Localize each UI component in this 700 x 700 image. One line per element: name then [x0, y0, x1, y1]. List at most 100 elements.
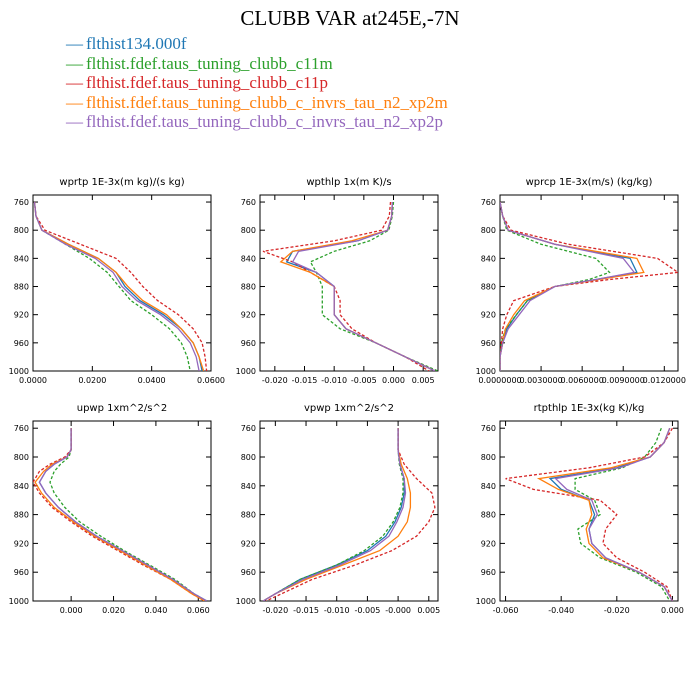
x-tick-label: -0.015	[292, 376, 318, 385]
series-line	[554, 427, 673, 601]
legend-entry: — flthist.fdef.taus_tuning_clubb_c11m	[66, 54, 448, 74]
legend-entry: — flthist.fdef.taus_tuning_clubb_c11p	[66, 73, 448, 93]
x-tick-label: -0.020	[262, 606, 288, 615]
x-tick-label: -0.060	[493, 606, 519, 615]
series-line	[309, 201, 438, 371]
series-line	[33, 201, 191, 371]
series-line	[262, 428, 412, 601]
x-tick-label: 0.005	[412, 376, 435, 385]
x-tick-label: 0.0060000	[561, 376, 604, 385]
y-tick-label: 800	[481, 453, 496, 462]
series-line	[500, 201, 638, 371]
chart-panel: wprcp 1E-3x(m/s) (kg/kg) 760 800 840 880 920 9…	[476, 177, 686, 385]
plot-frame	[32, 194, 212, 372]
chart-panel: vpwp 1xm^2/s^2 760 800 840 880 920 960 1000 -0.0…	[236, 403, 441, 615]
x-tick-label: 0.000	[661, 606, 684, 615]
y-tick-label: 920	[14, 311, 29, 320]
x-tick-label: 0.060	[187, 606, 210, 615]
x-tick-label: 0.040	[144, 606, 167, 615]
legend-swatch: —	[66, 53, 83, 73]
x-tick-label: 0.005	[417, 606, 440, 615]
y-tick-label: 1000	[236, 367, 256, 376]
y-tick-label: 960	[481, 568, 496, 577]
y-tick-label: 800	[481, 226, 496, 235]
y-tick-label: 760	[14, 424, 29, 433]
y-tick-label: 1000	[9, 367, 29, 376]
panel-title: wprtp 1E-3x(m kg)/(s kg)	[59, 177, 184, 188]
x-tick-label: -0.040	[548, 606, 574, 615]
y-tick-label: 800	[241, 453, 256, 462]
legend-label: flthist.fdef.taus_tuning_clubb_c11p	[86, 73, 329, 92]
x-tick-label: 0.0200	[78, 376, 106, 385]
y-tick-label: 880	[241, 283, 256, 292]
chart-panel: wprtp 1E-3x(m kg)/(s kg) 760 800 840 880 920 9…	[9, 177, 225, 385]
legend: — flthist134.000f — flthist.fdef.taus_tunin…	[66, 34, 448, 132]
y-tick-label: 960	[481, 339, 496, 348]
x-tick-label: 0.0120000	[643, 376, 686, 385]
y-tick-label: 880	[481, 511, 496, 520]
x-tick-label: -0.020	[262, 376, 288, 385]
series-line	[33, 201, 200, 371]
series-line	[505, 427, 674, 601]
x-tick-label: -0.020	[604, 606, 630, 615]
legend-swatch: —	[66, 112, 83, 131]
panel-title: wprcp 1E-3x(m/s) (kg/kg)	[526, 177, 653, 188]
series-line	[500, 201, 678, 371]
y-tick-label: 880	[14, 511, 29, 520]
y-tick-label: 1000	[236, 597, 256, 606]
series-line	[262, 428, 404, 601]
series-line	[33, 428, 205, 601]
legend-label: flthist.fdef.taus_tuning_clubb_c_invrs_t…	[86, 92, 448, 112]
series-line	[548, 427, 673, 601]
series-line	[49, 428, 208, 601]
y-tick-label: 840	[481, 254, 496, 263]
x-tick-label: 0.0400	[138, 376, 166, 385]
series-line	[291, 201, 436, 371]
legend-swatch: —	[66, 34, 83, 53]
x-tick-label: -0.010	[324, 606, 350, 615]
legend-entry: — flthist134.000f	[66, 34, 448, 54]
series-line	[285, 201, 436, 371]
y-tick-label: 840	[14, 482, 29, 491]
panel-title: vpwp 1xm^2/s^2	[304, 403, 394, 414]
panel-title: upwp 1xm^2/s^2	[77, 403, 167, 414]
series-line	[279, 201, 436, 371]
x-tick-label: 0.020	[102, 606, 125, 615]
y-tick-label: 1000	[9, 597, 29, 606]
x-tick-label: 0.0600	[197, 376, 225, 385]
plot-frame	[32, 420, 212, 602]
chart-panel: rtpthlp 1E-3x(kg K)/kg 760 800 840 880 920 960…	[476, 403, 684, 615]
y-tick-label: 800	[241, 226, 256, 235]
series-line	[265, 428, 436, 601]
x-tick-label: 0.0000000	[478, 376, 521, 385]
y-tick-label: 760	[14, 198, 29, 207]
plot-frame	[259, 420, 439, 602]
y-tick-label: 760	[241, 424, 256, 433]
y-tick-label: 760	[481, 198, 496, 207]
y-tick-label: 1000	[476, 597, 496, 606]
y-tick-label: 800	[14, 226, 29, 235]
panel-title: wpthlp 1x(m K)/s	[306, 177, 391, 188]
y-tick-label: 920	[14, 539, 29, 548]
y-tick-label: 800	[14, 453, 29, 462]
legend-swatch: —	[66, 92, 83, 112]
series-line	[500, 201, 636, 371]
x-tick-label: -0.015	[293, 606, 319, 615]
series-line	[38, 428, 208, 601]
y-tick-label: 880	[481, 283, 496, 292]
chart-panel: upwp 1xm^2/s^2 760 800 840 880 920 960 1000 0.00…	[9, 403, 212, 615]
series-line	[33, 201, 208, 371]
legend-label: flthist134.000f	[86, 34, 187, 53]
y-tick-label: 960	[14, 568, 29, 577]
series-line	[500, 201, 645, 371]
x-tick-label: 0.000	[60, 606, 83, 615]
legend-entry: — flthist.fdef.taus_tuning_clubb_c_invrs_…	[66, 112, 448, 132]
y-tick-label: 920	[481, 311, 496, 320]
legend-label: flthist.fdef.taus_tuning_clubb_c_invrs_t…	[86, 112, 443, 131]
x-tick-label: 0.0090000	[602, 376, 645, 385]
x-tick-label: -0.000	[385, 606, 411, 615]
series-line	[262, 428, 407, 601]
plot-frame	[499, 194, 679, 372]
chart-panel: wpthlp 1x(m K)/s 760 800 840 880 920 960 1000 -0…	[236, 177, 439, 385]
x-tick-label: -0.005	[351, 376, 377, 385]
